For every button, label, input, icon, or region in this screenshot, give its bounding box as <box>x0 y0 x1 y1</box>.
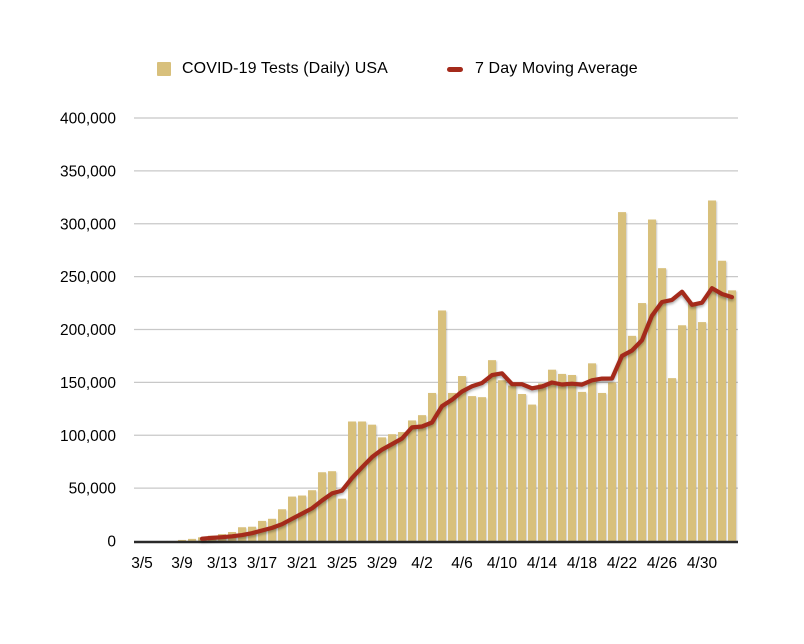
y-tick-label: 0 <box>107 534 116 551</box>
bar <box>708 200 716 542</box>
bar <box>518 394 526 541</box>
y-tick-label: 250,000 <box>60 269 116 286</box>
bar <box>728 290 736 541</box>
bar <box>658 268 666 541</box>
bar <box>718 260 726 541</box>
bar <box>538 383 546 541</box>
line-swatch-icon <box>447 66 463 72</box>
bar <box>298 495 306 541</box>
x-tick-label: 3/29 <box>367 555 397 572</box>
x-tick-label: 4/6 <box>451 555 473 572</box>
x-tick-label: 3/5 <box>131 555 153 572</box>
y-tick-label: 400,000 <box>60 111 116 128</box>
bar <box>408 420 416 541</box>
bar <box>388 434 396 541</box>
bar <box>488 360 496 541</box>
legend-item-moving-average: 7 Day Moving Average <box>447 60 638 78</box>
bar <box>398 432 406 541</box>
bar <box>308 490 316 541</box>
legend-ma-label: 7 Day Moving Average <box>475 60 638 77</box>
bar <box>608 382 616 541</box>
bar <box>378 437 386 541</box>
bar <box>578 391 586 541</box>
legend-item-tests: COVID-19 Tests (Daily) USA <box>157 60 388 78</box>
y-tick-label: 300,000 <box>60 216 116 233</box>
bar <box>618 212 626 541</box>
bar <box>478 397 486 541</box>
bar <box>638 303 646 541</box>
x-tick-label: 4/18 <box>567 555 597 572</box>
bar <box>678 325 686 541</box>
y-tick-label: 150,000 <box>60 375 116 392</box>
bar <box>698 322 706 541</box>
bar <box>458 376 466 541</box>
x-tick-label: 3/13 <box>207 555 237 572</box>
x-axis-labels: 3/5 3/9 3/13 3/17 3/21 3/25 3/29 4/2 4/6 4/10 4/14… <box>131 555 717 572</box>
bar <box>318 472 326 541</box>
x-tick-label: 3/25 <box>327 555 357 572</box>
bar <box>528 404 536 541</box>
y-tick-label: 350,000 <box>60 163 116 180</box>
x-tick-label: 4/30 <box>687 555 718 572</box>
bar <box>358 421 366 541</box>
bar-swatch-icon <box>157 62 171 76</box>
bar <box>548 369 556 541</box>
bar <box>438 310 446 541</box>
bar <box>588 363 596 541</box>
x-tick-label: 4/2 <box>411 555 433 572</box>
bar <box>368 424 376 541</box>
x-tick-label: 4/14 <box>527 555 558 572</box>
bar <box>598 392 606 541</box>
bar <box>558 373 566 541</box>
bar <box>628 335 636 541</box>
gridlines <box>134 117 738 489</box>
y-tick-label: 100,000 <box>60 428 116 445</box>
y-tick-label: 200,000 <box>60 322 116 339</box>
bar <box>568 374 576 541</box>
x-tick-label: 4/10 <box>487 555 518 572</box>
y-axis-labels: 0 50,000 100,000 150,000 200,000 250,000 300,0… <box>60 111 116 551</box>
ma-line <box>199 286 735 541</box>
bar-series <box>178 200 736 542</box>
bar <box>418 415 426 541</box>
x-tick-label: 4/22 <box>607 555 637 572</box>
x-tick-label: 3/17 <box>247 555 277 572</box>
bar <box>428 392 436 541</box>
bar <box>688 303 696 541</box>
x-tick-label: 4/26 <box>647 555 677 572</box>
y-tick-label: 50,000 <box>69 481 117 498</box>
bar <box>648 219 656 541</box>
bar <box>498 380 506 541</box>
bar <box>668 378 676 541</box>
bar <box>468 396 476 541</box>
bar <box>338 498 346 541</box>
bar <box>188 538 196 541</box>
bar <box>448 392 456 541</box>
x-tick-label: 3/9 <box>171 555 193 572</box>
bar <box>328 471 336 541</box>
bar <box>178 539 186 541</box>
legend-tests-label: COVID-19 Tests (Daily) USA <box>182 60 388 77</box>
bar <box>508 385 516 541</box>
x-tick-label: 3/21 <box>287 555 317 572</box>
